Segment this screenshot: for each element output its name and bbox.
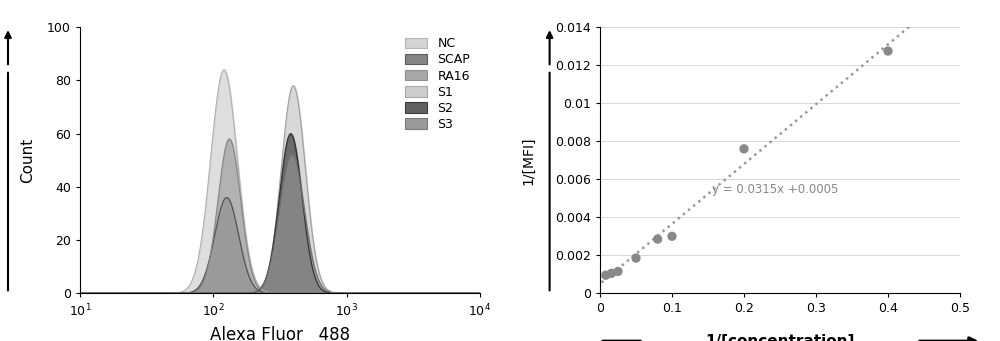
- Point: [664, 234, 680, 239]
- Point: [880, 48, 896, 54]
- Text: 1/[MFI]: 1/[MFI]: [521, 136, 535, 184]
- Point: [650, 236, 666, 242]
- Text: y = 0.0315x +0.0005: y = 0.0315x +0.0005: [712, 182, 838, 196]
- Point: [736, 146, 752, 152]
- Point: [604, 271, 620, 276]
- Text: 1/[concentration]: 1/[concentration]: [705, 333, 855, 341]
- Point: [598, 272, 614, 278]
- Point: [628, 255, 644, 261]
- Legend: NC, SCAP, RA16, S1, S2, S3: NC, SCAP, RA16, S1, S2, S3: [401, 33, 474, 135]
- Point: [610, 269, 626, 274]
- X-axis label: Alexa Fluor   488: Alexa Fluor 488: [210, 326, 350, 341]
- Text: Count: Count: [20, 138, 36, 183]
